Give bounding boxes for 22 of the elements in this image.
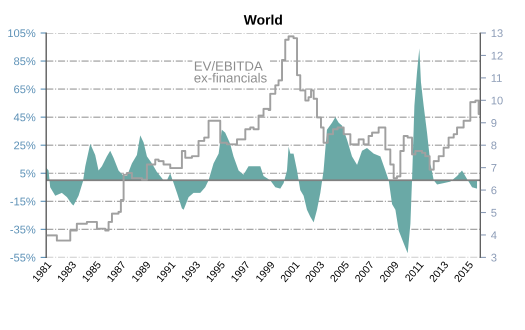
y2-tick-label: 10 xyxy=(492,96,503,104)
y-tick-label: 85% xyxy=(14,57,36,66)
chart-title: World xyxy=(244,14,282,25)
y2-tick-label: 4 xyxy=(491,231,497,239)
y-tick-label: 25% xyxy=(14,141,36,150)
series-label: EV/EBITDA ex-financials xyxy=(194,61,267,83)
y2-tick-label: 13 xyxy=(492,29,503,38)
y-tick-label: 65% xyxy=(14,85,36,94)
y2-tick-label: 8 xyxy=(491,141,496,150)
y2-tick-label: 3 xyxy=(491,254,496,262)
y2-tick-label: 11 xyxy=(492,74,502,82)
y-tick-label: -55% xyxy=(10,254,36,262)
y-tick-label: -15% xyxy=(10,198,36,206)
y2-tick-label: 9 xyxy=(491,119,496,127)
y-tick-label: -35% xyxy=(10,226,36,234)
y2-tick-label: 6 xyxy=(491,186,496,194)
y-tick-label: 45% xyxy=(14,113,36,122)
y2-tick-label: 5 xyxy=(491,208,497,217)
y-tick-label: 5% xyxy=(20,170,36,178)
y2-tick-label: 7 xyxy=(491,164,496,172)
y2-tick-label: 12 xyxy=(492,52,503,60)
y-tick-label: 105% xyxy=(8,29,36,38)
